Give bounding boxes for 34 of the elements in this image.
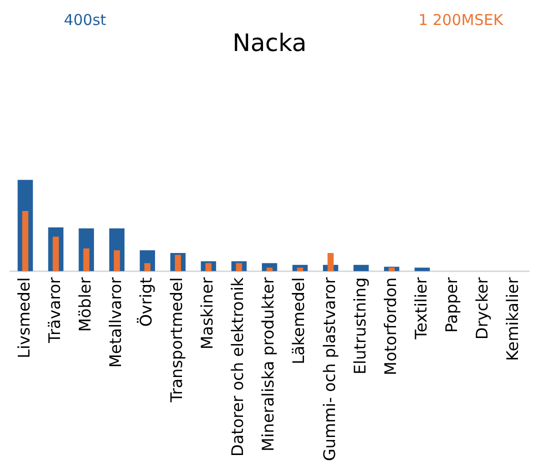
x-tick-label: Motorfordon xyxy=(380,277,400,376)
x-tick-label: Kemikalier xyxy=(502,276,522,361)
x-tick-label: Elutrustning xyxy=(350,277,370,374)
text: 400st xyxy=(64,10,106,29)
bar xyxy=(144,263,150,272)
x-tick-label: Övrigt xyxy=(136,277,156,327)
text: 1 200MSEK xyxy=(418,10,504,29)
bar xyxy=(22,210,28,272)
x-tick-label: Livsmedel xyxy=(14,277,34,358)
x-tick-label: Papper xyxy=(442,276,461,333)
bar xyxy=(328,253,334,272)
bar xyxy=(83,248,90,272)
bar xyxy=(174,254,181,272)
x-tick-label: Metallvaror xyxy=(106,276,126,368)
bar xyxy=(52,236,59,272)
bar xyxy=(205,263,212,272)
bar xyxy=(236,263,242,272)
chart-title: Nacka xyxy=(232,29,307,58)
bar xyxy=(297,268,304,272)
x-tick-label: Möbler xyxy=(75,276,94,332)
x-tick-label: Datorer och elektronik xyxy=(228,276,248,457)
x-tick-label: Mineraliska produkter xyxy=(258,276,278,452)
bar xyxy=(354,264,369,272)
x-tick-label: Gummi- och plastvaror xyxy=(320,276,339,462)
bar xyxy=(388,268,395,272)
x-tick-label: Drycker xyxy=(472,276,492,340)
x-tick-label: Läkemedel xyxy=(289,277,308,364)
bar xyxy=(114,250,120,272)
x-tick-label: Trävaror xyxy=(44,276,64,344)
bar xyxy=(266,268,273,272)
bar xyxy=(414,268,430,272)
x-tick-label: Transportmedel xyxy=(167,277,186,404)
x-tick-label: Maskiner xyxy=(198,276,217,350)
x-tick-label: Textilier xyxy=(411,276,430,340)
